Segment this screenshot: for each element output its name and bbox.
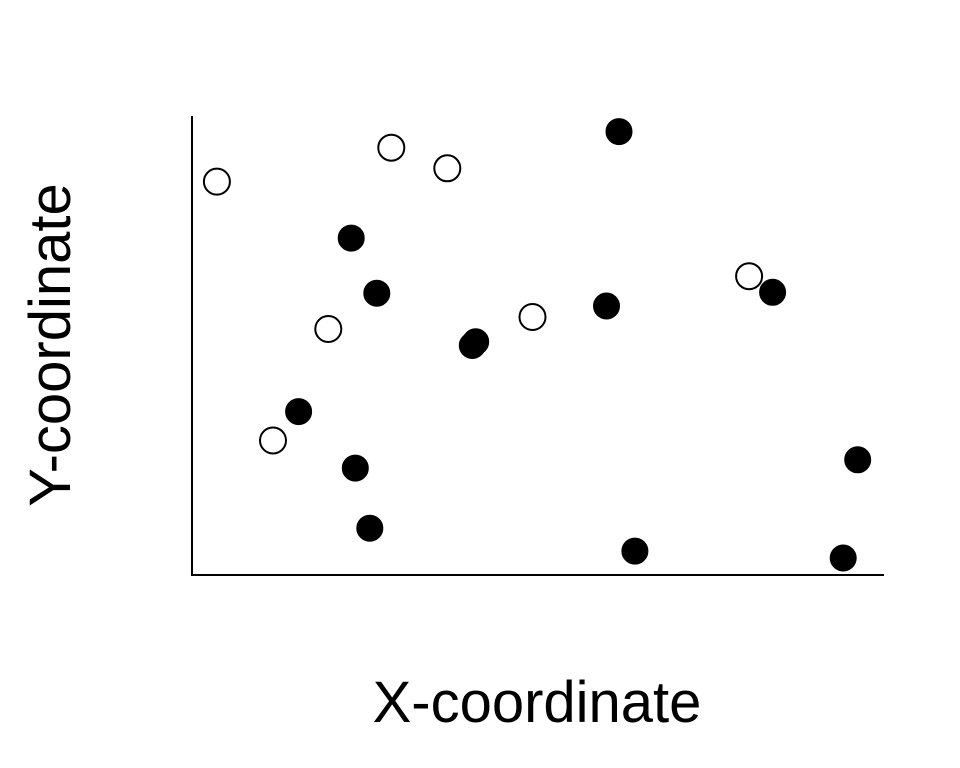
y-axis-label: Y-coordinate — [18, 183, 83, 507]
filled-point-11 — [844, 446, 872, 474]
filled-point-5 — [593, 292, 620, 320]
axes — [191, 116, 884, 576]
filled-point-6 — [759, 278, 787, 306]
filled-point-4 — [458, 332, 486, 359]
open-points-series — [202, 133, 764, 455]
filled-point-0 — [605, 118, 633, 146]
x-axis-label: X-coordinate — [373, 670, 702, 735]
filled-point-7 — [285, 398, 313, 426]
open-point-6 — [259, 426, 287, 455]
open-point-1 — [377, 133, 406, 162]
open-point-5 — [735, 262, 764, 291]
open-point-3 — [314, 315, 343, 343]
open-point-2 — [433, 154, 462, 183]
filled-point-10 — [621, 537, 649, 565]
open-point-0 — [202, 167, 231, 196]
filled-points-series — [285, 118, 872, 572]
points-layer — [202, 118, 872, 572]
filled-point-1 — [337, 224, 365, 252]
filled-point-12 — [829, 544, 857, 572]
open-point-4 — [518, 303, 547, 331]
filled-point-2 — [363, 279, 391, 307]
filled-point-8 — [341, 454, 369, 482]
filled-point-9 — [356, 514, 384, 542]
